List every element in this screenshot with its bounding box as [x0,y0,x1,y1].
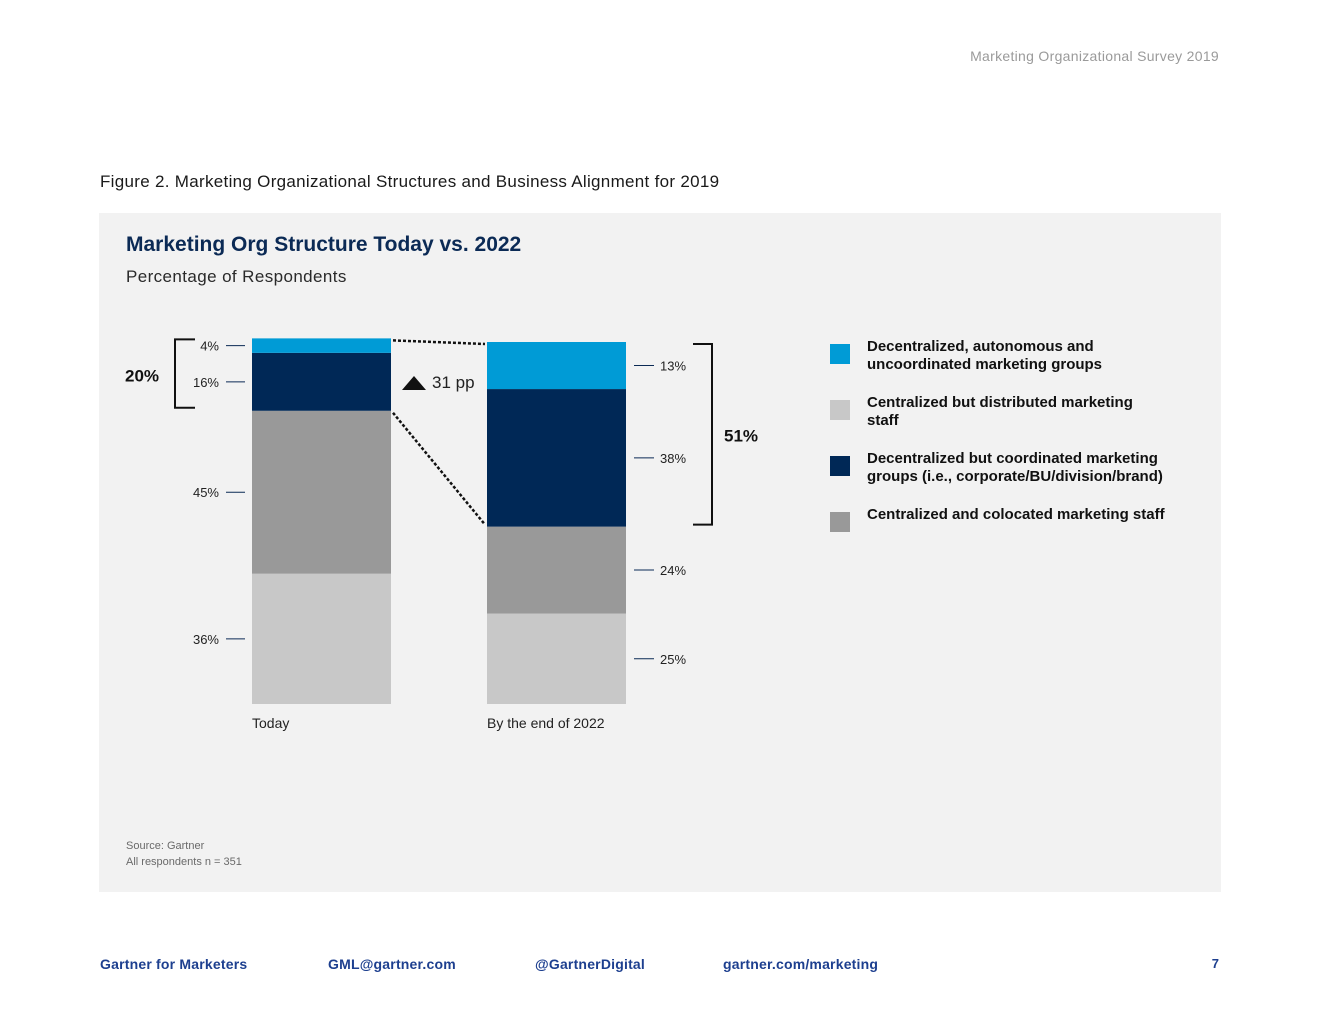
legend-label: Decentralized, autonomous and uncoordina… [867,338,1103,373]
connector-bottom [392,411,486,526]
figure-caption: Figure 2. Marketing Organizational Struc… [100,172,720,191]
footer-website-link[interactable]: gartner.com/marketing [723,956,879,972]
value-label: 45% [193,485,219,500]
legend-item-decentralized-autonomous: Decentralized, autonomous and uncoordina… [830,338,1190,374]
value-label: 25% [660,652,686,667]
bar-segment-decentralized-autonomous-1 [487,342,626,390]
value-label: 36% [193,632,219,647]
legend-label: Decentralized but coordinated marketing … [867,450,1163,485]
bar-segment-centralized-distributed-0 [252,573,391,704]
bar-segment-decentralized-autonomous-0 [252,338,391,353]
category-label: Today [252,715,289,731]
chart-panel: Marketing Org Structure Today vs. 2022 P… [99,213,1221,892]
legend-item-centralized-distributed: Centralized but distributed marketing st… [830,394,1190,430]
connector-top [392,339,486,346]
legend-item-decentralized-coordinated: Decentralized but coordinated marketing … [830,450,1190,486]
bar-segment-centralized-colocated-0 [252,410,391,574]
respondents-note: All respondents n = 351 [126,856,242,868]
triangle-up-icon [402,376,426,390]
value-label: 24% [660,563,686,578]
chart-source: Source: Gartner All respondents n = 351 [126,838,242,870]
footer-brand-link[interactable]: Gartner for Marketers [100,956,248,972]
annotation-today-total: 20% [125,367,159,386]
value-label: 38% [660,451,686,466]
bar-segment-centralized-distributed-1 [487,613,626,704]
page-number: 7 [1211,956,1219,971]
value-label: 13% [660,359,686,374]
footer-twitter-link[interactable]: @GartnerDigital [535,956,646,972]
source-text: Source: Gartner [126,840,205,852]
legend-item-centralized-colocated: Centralized and colocated marketing staf… [830,506,1190,532]
bracket-today [174,338,195,409]
value-label: 4% [200,339,219,354]
legend-swatch-centralized-distributed [830,400,850,420]
report-header: Marketing Organizational Survey 2019 [970,48,1219,64]
bar-segment-decentralized-coordinated-1 [487,389,626,527]
chart-subtitle: Percentage of Respondents [126,267,347,286]
legend-label: Centralized but distributed marketing st… [867,394,1133,429]
category-label: By the end of 2022 [487,715,605,731]
legend-swatch-centralized-colocated [830,512,850,532]
chart-title: Marketing Org Structure Today vs. 2022 [126,233,522,256]
bar-segment-centralized-colocated-1 [487,526,626,614]
legend-swatch-decentralized-autonomous [830,344,850,364]
annotation-2022-total: 51% [724,426,758,445]
legend-swatch-decentralized-coordinated [830,456,850,476]
annotation-change: 31 pp [432,373,475,392]
chart-legend: Decentralized, autonomous and uncoordina… [830,338,1190,544]
bar-segment-decentralized-coordinated-0 [252,352,391,411]
stacked-bar-chart: Today By the end of 2022 36% 25% 45% 24% 16% 38… [125,338,758,731]
value-label: 16% [193,375,219,390]
bracket-2022 [693,343,713,526]
footer-email-link[interactable]: GML@gartner.com [328,956,456,972]
legend-label: Centralized and colocated marketing staf… [867,506,1165,523]
